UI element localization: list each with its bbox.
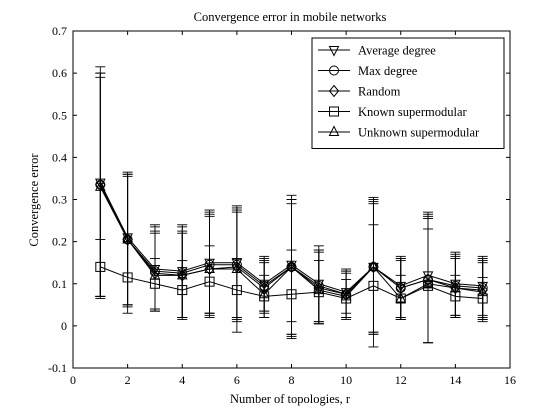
x-tick-label: 0 — [70, 373, 76, 387]
data-point — [422, 277, 434, 288]
legend-marker — [329, 106, 339, 117]
x-tick-label: 4 — [179, 373, 185, 387]
x-tick-label: 2 — [125, 373, 131, 387]
chart-title: Convergence error in mobile networks — [194, 10, 387, 24]
x-tick-label: 16 — [504, 373, 516, 387]
y-tick-label: -0.1 — [48, 361, 67, 375]
y-tick-label: 0.5 — [52, 108, 67, 122]
legend-marker — [328, 84, 340, 98]
data-point — [286, 260, 297, 271]
data-point — [258, 287, 270, 299]
data-point — [204, 262, 215, 274]
data-point — [340, 289, 352, 301]
x-tick-label: 12 — [395, 373, 407, 387]
x-tick-label: 6 — [234, 373, 240, 387]
x-tick-label: 10 — [340, 373, 352, 387]
legend-entry: Known supermodular — [318, 105, 467, 119]
legend-entry: Average degree — [318, 44, 436, 58]
y-tick-label: 0.7 — [52, 24, 67, 38]
y-tick-label: 0 — [61, 319, 67, 333]
legend-entry: Max degree — [318, 64, 418, 78]
data-point — [122, 232, 133, 244]
y-tick-label: 0.1 — [52, 277, 67, 291]
data-point — [477, 285, 488, 297]
data-point — [149, 268, 161, 280]
legend-marker — [328, 125, 340, 136]
data-point — [450, 281, 461, 292]
x-tick-label: 14 — [449, 373, 461, 387]
y-tick-label: 0.3 — [52, 193, 67, 207]
series-line — [99, 186, 483, 300]
legend-box — [311, 37, 505, 149]
y-tick-label: 0.4 — [52, 150, 67, 164]
legend: Average degree Max degree Random Known supe… — [311, 37, 505, 149]
data-point — [176, 268, 188, 280]
data-point — [368, 260, 379, 271]
y-tick-label: 0.2 — [52, 235, 67, 249]
x-axis-label: Number of topologies, r — [230, 392, 351, 406]
legend-marker — [329, 65, 339, 76]
legend-entry: Random — [318, 85, 401, 99]
data-point — [231, 262, 243, 274]
legend-label: Known supermodular — [358, 105, 467, 119]
y-axis-label: Convergence error — [27, 153, 41, 247]
x-tick-label: 8 — [289, 373, 295, 387]
data-point — [95, 180, 106, 191]
legend-label: Unknown supermodular — [358, 126, 480, 140]
legend-label: Random — [358, 85, 401, 99]
legend-marker — [328, 46, 340, 57]
series-5 — [95, 76, 488, 344]
data-point — [313, 283, 325, 295]
legend-entry: Unknown supermodular — [318, 125, 480, 140]
data-point — [395, 291, 407, 303]
legend-label: Max degree — [358, 64, 418, 78]
y-tick-label: 0.6 — [52, 66, 67, 80]
legend-label: Average degree — [358, 44, 436, 58]
